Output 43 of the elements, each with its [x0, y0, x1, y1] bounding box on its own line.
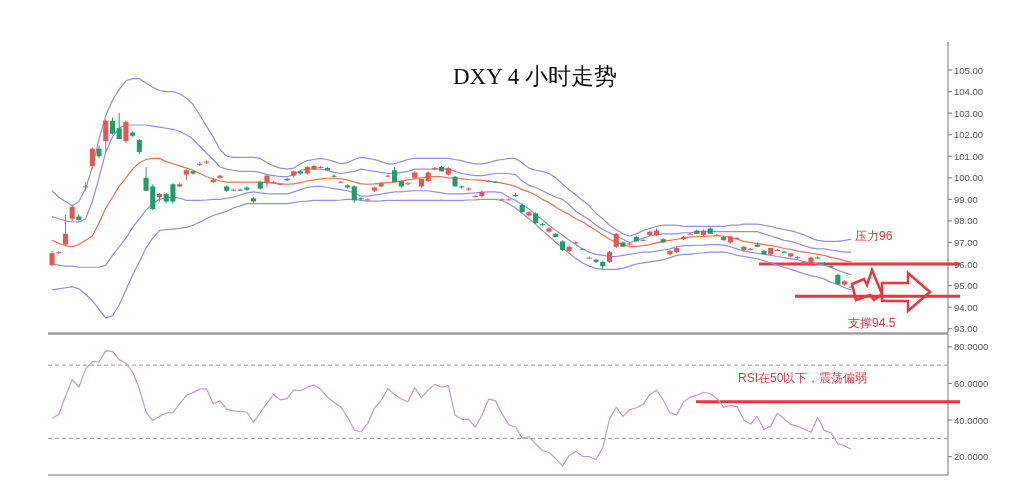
- candlestick: [405, 181, 411, 186]
- y-tick-label: 40.0000: [954, 414, 989, 426]
- candlestick: [62, 213, 69, 247]
- y-tick-label: 104.00: [954, 86, 984, 98]
- y-tick-label: 80.0000: [954, 341, 989, 353]
- y-tick-label: 100.00: [954, 172, 984, 184]
- y-tick-label: 103.00: [954, 107, 984, 119]
- y-tick-label: 96.00: [954, 258, 978, 270]
- y-tick-label: 97.00: [954, 236, 978, 248]
- candlestick: [593, 258, 599, 264]
- candlestick: [714, 233, 720, 237]
- y-tick-label: 102.00: [954, 129, 984, 141]
- y-tick-label: 60.0000: [954, 377, 989, 389]
- y-tick-label: 101.00: [954, 150, 984, 162]
- candlestick: [217, 174, 223, 180]
- candlestick: [116, 112, 122, 140]
- y-tick-label: 95.00: [954, 280, 978, 292]
- candlestick: [734, 236, 740, 240]
- candlestick: [795, 255, 801, 260]
- y-tick-label: 99.00: [954, 193, 978, 205]
- candlestick: [586, 255, 592, 260]
- y-tick-label: 20.0000: [954, 451, 989, 463]
- y-tick-label: 93.00: [954, 323, 978, 335]
- text: DXY 4 小时走势: [453, 64, 617, 89]
- candlestick: [123, 120, 129, 144]
- ref-line-label: RSI在50以下，震荡偏弱: [738, 370, 868, 385]
- y-tick-label: 98.00: [954, 215, 978, 227]
- ref-line-label: 支撑94.5: [848, 316, 896, 331]
- candlestick: [103, 119, 109, 153]
- line-series: [51, 198, 852, 319]
- candlestick: [96, 144, 102, 159]
- line-series: [51, 157, 852, 263]
- line-series: [51, 124, 852, 253]
- candlestick: [89, 147, 95, 170]
- y-tick-label: 105.00: [954, 64, 984, 76]
- ref-line-label: 压力96: [855, 229, 893, 244]
- candlestick: [573, 240, 579, 245]
- candlestick: [190, 169, 196, 176]
- candlestick: [385, 174, 391, 178]
- candlestick: [687, 232, 693, 236]
- y-tick-label: 94.00: [954, 301, 978, 313]
- candlestick: [815, 255, 821, 260]
- candlestick: [640, 238, 646, 242]
